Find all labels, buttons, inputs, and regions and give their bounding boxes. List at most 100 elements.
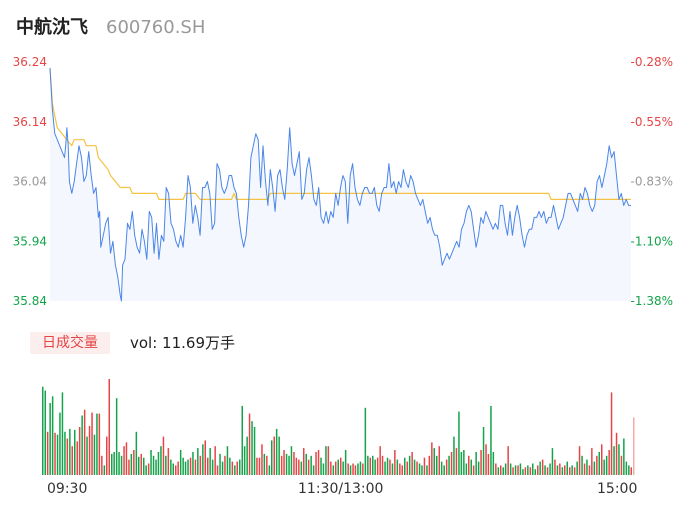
volume-bar bbox=[224, 455, 226, 475]
volume-bar bbox=[342, 461, 344, 475]
volume-bar bbox=[443, 465, 445, 475]
volume-bar bbox=[428, 455, 431, 475]
volume-bar bbox=[381, 455, 384, 475]
volume-bar bbox=[593, 461, 596, 475]
volume-bar bbox=[44, 390, 46, 475]
volume-bar bbox=[231, 461, 234, 475]
volume-bar bbox=[54, 432, 56, 475]
volume-bar bbox=[374, 459, 376, 475]
volume-bar bbox=[586, 459, 588, 475]
volume-bar bbox=[298, 459, 300, 475]
volume-bar bbox=[554, 459, 556, 475]
volume-bar bbox=[620, 455, 623, 475]
volume-bar bbox=[527, 465, 529, 475]
volume-bar bbox=[482, 427, 485, 475]
volume-bar bbox=[490, 405, 492, 475]
volume-bar bbox=[256, 457, 258, 475]
volume-bar bbox=[340, 457, 342, 475]
volume-bar bbox=[485, 444, 487, 475]
volume-tab[interactable]: 日成交量 bbox=[30, 332, 110, 354]
volume-bar bbox=[504, 463, 507, 475]
volume-bar bbox=[143, 457, 145, 475]
volume-bar bbox=[229, 457, 231, 475]
volume-bar bbox=[389, 459, 391, 475]
y-tick-price: 36.14 bbox=[13, 115, 47, 129]
volume-bar bbox=[197, 448, 199, 475]
x-tick-open: 09:30 bbox=[47, 481, 88, 497]
volume-bar bbox=[423, 457, 426, 475]
volume-bar bbox=[411, 452, 413, 475]
volume-bar bbox=[226, 446, 229, 475]
volume-bar bbox=[74, 429, 76, 475]
volume-bar bbox=[66, 438, 69, 475]
y-tick-price: 35.84 bbox=[13, 294, 47, 308]
volume-bar bbox=[179, 450, 182, 475]
volume-bar bbox=[145, 465, 147, 475]
volume-bar bbox=[544, 465, 546, 475]
volume-bar bbox=[608, 450, 610, 475]
volume-bar bbox=[239, 459, 241, 475]
volume-bar bbox=[317, 450, 320, 475]
volume-bar bbox=[581, 455, 583, 475]
volume-bar bbox=[347, 463, 349, 475]
volume-bar bbox=[426, 465, 428, 475]
volume-bar bbox=[204, 440, 206, 475]
y-tick-price: 35.94 bbox=[13, 234, 47, 248]
volume-bar bbox=[152, 455, 155, 475]
volume-bar bbox=[76, 441, 78, 475]
volume-bar bbox=[283, 450, 285, 475]
volume-bar bbox=[187, 459, 189, 475]
stock-title: 中航沈飞 600760.SH bbox=[16, 13, 205, 39]
volume-bar bbox=[332, 465, 335, 475]
volume-bar bbox=[372, 455, 374, 475]
volume-bar bbox=[83, 409, 86, 475]
volume-bar bbox=[438, 446, 440, 475]
volume-bar bbox=[623, 438, 625, 475]
volume-bar bbox=[583, 463, 586, 475]
volume-bar bbox=[573, 467, 576, 475]
volume-bar bbox=[125, 442, 128, 475]
volume-bar bbox=[113, 452, 115, 475]
volume-bar bbox=[352, 463, 354, 475]
volume-bar bbox=[207, 457, 209, 475]
volume-bar bbox=[625, 461, 628, 475]
volume-bar bbox=[500, 465, 502, 475]
volume-bar bbox=[610, 392, 613, 475]
volume-bar bbox=[344, 450, 347, 475]
volume-bar bbox=[219, 453, 221, 475]
volume-bar bbox=[157, 452, 160, 475]
volume-bar bbox=[106, 436, 108, 475]
volume-bar bbox=[150, 450, 152, 475]
volume-bar bbox=[290, 446, 293, 475]
volume-bar bbox=[273, 436, 275, 475]
volume-bar bbox=[88, 426, 91, 475]
volume-bar bbox=[445, 459, 448, 475]
volume-bar bbox=[362, 463, 364, 475]
volume-bar bbox=[325, 446, 327, 475]
volume-bar bbox=[295, 457, 298, 475]
volume-bar bbox=[91, 412, 93, 475]
volume-bar bbox=[470, 459, 472, 475]
volume-bar bbox=[539, 461, 541, 475]
volume-bar bbox=[376, 457, 379, 475]
volume-bar bbox=[147, 463, 150, 475]
volume-bar bbox=[477, 461, 480, 475]
volume-bar bbox=[578, 446, 581, 475]
volume-bar bbox=[534, 469, 536, 475]
volume-bar bbox=[418, 463, 421, 475]
volume-bar bbox=[529, 467, 532, 475]
y-tick-percent: -1.10% bbox=[631, 234, 673, 248]
volume-bar bbox=[433, 448, 435, 475]
volume-bar bbox=[396, 459, 399, 475]
volume-bar bbox=[453, 436, 455, 475]
volume-bar bbox=[86, 436, 88, 475]
volume-bar bbox=[263, 453, 266, 475]
volume-bar bbox=[199, 455, 202, 475]
volume-bar bbox=[588, 465, 591, 475]
volume-bar bbox=[248, 413, 251, 475]
volume-bar bbox=[472, 465, 475, 475]
volume-bar bbox=[532, 463, 534, 475]
volume-bar bbox=[379, 446, 381, 475]
volume-bar bbox=[468, 455, 470, 475]
